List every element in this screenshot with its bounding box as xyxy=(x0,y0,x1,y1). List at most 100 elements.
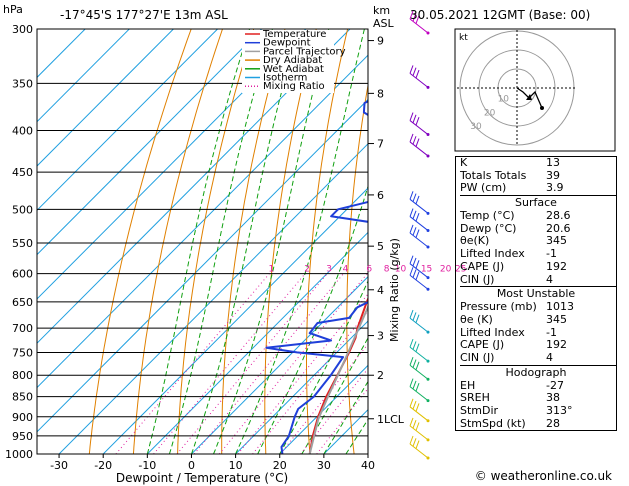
hodograph-value: -27 xyxy=(546,378,564,392)
legend-item-4: Wet Adiabat xyxy=(263,64,324,75)
pressure-tick-700: 700 xyxy=(12,322,33,335)
surface-value: 20.6 xyxy=(546,221,571,235)
mixing-ratio-label-3: 3 xyxy=(326,265,332,275)
most_unstable-row: Pressure (mb) 1013 xyxy=(456,300,616,314)
dry-adiabat-330 xyxy=(424,29,443,454)
most_unstable-value: 4 xyxy=(546,350,553,364)
surface-title: Surface xyxy=(515,196,557,210)
most_unstable-label: θe (K) xyxy=(460,312,493,326)
x-tick-40: 40 xyxy=(361,459,375,472)
pressure-tick-750: 750 xyxy=(12,346,33,359)
pressure-tick-550: 550 xyxy=(12,237,33,250)
legend-item-2: Parcel Trajectory xyxy=(263,46,346,57)
isotherm-20 xyxy=(279,364,368,454)
km-tick-5: 5 xyxy=(377,240,384,253)
indices-panel: K 13 Totals Totals 39 PW (cm) 3.9 Surface Tem… xyxy=(455,156,617,432)
x-tick-0: 0 xyxy=(188,459,195,472)
indices-value: 13 xyxy=(546,156,560,169)
mixing-ratio-3 xyxy=(176,273,328,454)
copyright: © weatheronline.co.uk xyxy=(475,469,612,483)
mixing-ratio-label-6: 6 xyxy=(366,265,372,275)
hodograph-row: StmDir 313° xyxy=(456,404,616,418)
mixing-ratio-15 xyxy=(279,343,368,454)
wet-adiabat-25 xyxy=(301,336,368,454)
pressure-tick-900: 900 xyxy=(12,411,33,424)
hodograph-title: Hodograph xyxy=(505,365,567,379)
surface-row: CAPE (J) 192 xyxy=(456,259,616,274)
x-tick--10: -10 xyxy=(138,459,156,472)
legend-item-5: Isotherm xyxy=(263,73,307,84)
most_unstable-label: CAPE (J) xyxy=(460,338,505,352)
x-tick-20: 20 xyxy=(273,459,287,472)
surface-row: Lifted Index -1 xyxy=(456,247,616,261)
hodograph-label: StmSpd (kt) xyxy=(460,416,526,430)
isotherm--20 xyxy=(102,187,368,454)
km-tick-9: 9 xyxy=(377,35,384,48)
hodograph-row: SREH 38 xyxy=(456,392,616,405)
surface-label: CAPE (J) xyxy=(460,259,505,273)
wind-barb-850 xyxy=(409,378,430,403)
isotherm-0 xyxy=(191,276,368,454)
hodograph-row: StmSpd (kt) 28 xyxy=(456,416,616,431)
pressure-tick-350: 350 xyxy=(12,77,33,90)
wind-barb-500 xyxy=(409,191,430,215)
location-label: -17°45'S 177°27'E 13m ASL xyxy=(60,8,228,22)
legend-item-6: Mixing Ratio xyxy=(263,81,325,92)
wind-barb-1000 xyxy=(409,435,430,460)
isotherm--80 xyxy=(37,29,263,256)
x-tick-30: 30 xyxy=(317,459,331,472)
series-dewpoint xyxy=(265,100,368,454)
hodograph-value: 38 xyxy=(546,391,560,405)
indices-label: Totals Totals xyxy=(460,168,527,182)
indices-label: K xyxy=(460,156,468,169)
km-tick-4: 4 xyxy=(377,284,384,297)
hodograph-end-point xyxy=(540,106,544,110)
mixing-ratio-label-8: 8 xyxy=(384,265,390,275)
surface-row: θe(K) 345 xyxy=(456,235,616,248)
hodograph-ring-label-20: 20 xyxy=(484,108,496,118)
wet-adiabat-15 xyxy=(257,184,368,454)
datetime-label: 30.05.2021 12GMT (Base: 00) xyxy=(410,8,590,22)
hodograph-label: StmDir xyxy=(460,404,499,417)
hodograph-row: EH -27 xyxy=(456,378,616,393)
pressure-tick-300: 300 xyxy=(12,23,33,36)
km-tick-1LCL: 1LCL xyxy=(377,413,405,426)
surface-label: Dewp (°C) xyxy=(460,221,517,235)
km-tick-7: 7 xyxy=(377,138,384,151)
hodograph-label: EH xyxy=(460,378,476,392)
most_unstable-row: θe (K) 345 xyxy=(456,312,616,327)
x-tick--30: -30 xyxy=(50,459,68,472)
hodograph-ring-label-10: 10 xyxy=(498,95,510,105)
wind-barb-350 xyxy=(409,65,430,89)
wind-barb-800 xyxy=(409,357,430,381)
surface-row: Temp (°C) 28.6 xyxy=(456,209,616,223)
surface-value: 192 xyxy=(546,259,567,273)
indices-label: PW (cm) xyxy=(460,181,507,195)
mixing-ratio-2 xyxy=(153,273,306,454)
dry-adiabat-250 xyxy=(88,29,192,454)
indices-row: Totals Totals 39 xyxy=(456,168,616,183)
x-axis-label: Dewpoint / Temperature (°C) xyxy=(116,471,288,485)
wind-barb-600 xyxy=(409,255,430,280)
pressure-tick-800: 800 xyxy=(12,369,33,382)
km-tick-2: 2 xyxy=(377,369,384,382)
isotherm--40 xyxy=(37,98,368,433)
x-tick--20: -20 xyxy=(94,459,112,472)
wind-barb-300 xyxy=(409,10,430,35)
plot-frame xyxy=(36,28,369,455)
mixing-ratio-label-15: 15 xyxy=(421,265,432,275)
surface-value: -1 xyxy=(546,247,557,261)
mixing-ratio-label-4: 4 xyxy=(343,265,349,275)
asl-label: ASL xyxy=(373,17,395,30)
km-tick-6: 6 xyxy=(377,189,384,202)
series-parcel-trajectory xyxy=(308,304,368,454)
wind-barb-400 xyxy=(409,112,430,137)
pressure-tick-950: 950 xyxy=(12,430,33,443)
legend-item-1: Dewpoint xyxy=(263,38,311,49)
wind-barb-425 xyxy=(409,133,430,158)
isotherm--100 xyxy=(37,29,174,167)
surface-value: 28.6 xyxy=(546,209,571,223)
wind-barb-760 xyxy=(409,338,430,363)
